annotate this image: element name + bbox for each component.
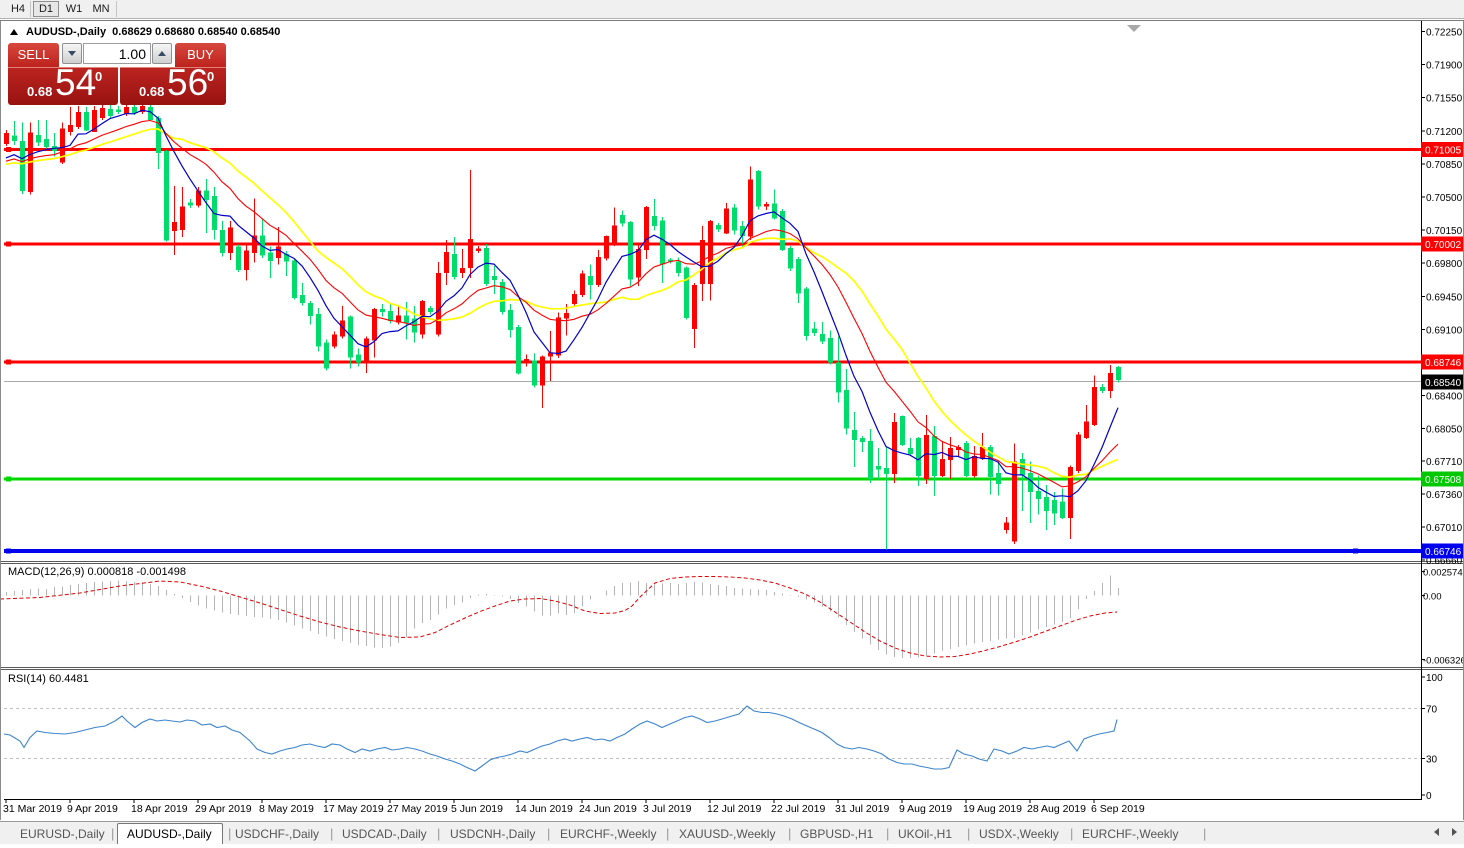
- svg-text:0.71900: 0.71900: [1426, 61, 1463, 72]
- svg-text:MACD(12,26,9) 0.000818 -0.0014: MACD(12,26,9) 0.000818 -0.001498: [8, 566, 186, 578]
- svg-text:0.67710: 0.67710: [1426, 457, 1463, 468]
- svg-text:100: 100: [1426, 673, 1443, 684]
- svg-text:0.67010: 0.67010: [1426, 523, 1463, 534]
- svg-text:17 May 2019: 17 May 2019: [323, 803, 384, 815]
- svg-text:0.00: 0.00: [1423, 592, 1442, 603]
- svg-text:0.66660: 0.66660: [1426, 556, 1463, 567]
- svg-text:5 Jun 2019: 5 Jun 2019: [451, 803, 503, 815]
- svg-text:31 Jul 2019: 31 Jul 2019: [835, 803, 889, 815]
- svg-text:24 Jun 2019: 24 Jun 2019: [579, 803, 637, 815]
- svg-text:30: 30: [1426, 755, 1438, 766]
- svg-text:0.70002: 0.70002: [1425, 240, 1462, 251]
- svg-text:19 Aug 2019: 19 Aug 2019: [963, 803, 1022, 815]
- svg-text:3 Jul 2019: 3 Jul 2019: [643, 803, 692, 815]
- svg-text:0.71005: 0.71005: [1425, 146, 1462, 157]
- svg-text:29 Apr 2019: 29 Apr 2019: [195, 803, 252, 815]
- svg-text:0.70150: 0.70150: [1426, 226, 1463, 237]
- svg-text:28 Aug 2019: 28 Aug 2019: [1027, 803, 1086, 815]
- svg-text:0.002574: 0.002574: [1423, 568, 1463, 579]
- svg-text:27 May 2019: 27 May 2019: [387, 803, 448, 815]
- svg-text:9 Aug 2019: 9 Aug 2019: [899, 803, 952, 815]
- svg-text:12 Jul 2019: 12 Jul 2019: [707, 803, 761, 815]
- svg-text:0.69800: 0.69800: [1426, 259, 1463, 270]
- svg-text:0.69450: 0.69450: [1426, 292, 1463, 303]
- svg-text:22 Jul 2019: 22 Jul 2019: [771, 803, 825, 815]
- svg-text:0.68050: 0.68050: [1426, 425, 1463, 436]
- svg-text:0.72250: 0.72250: [1426, 28, 1463, 39]
- svg-text:-0.006326: -0.006326: [1423, 656, 1464, 667]
- svg-text:0.68400: 0.68400: [1426, 392, 1463, 403]
- svg-text:14 Jun 2019: 14 Jun 2019: [515, 803, 573, 815]
- svg-text:8 May 2019: 8 May 2019: [259, 803, 314, 815]
- svg-text:0.67508: 0.67508: [1425, 475, 1462, 486]
- svg-text:0: 0: [1426, 791, 1432, 802]
- svg-text:0.71550: 0.71550: [1426, 94, 1463, 105]
- svg-text:0.69100: 0.69100: [1426, 325, 1463, 336]
- svg-text:6 Sep 2019: 6 Sep 2019: [1091, 803, 1145, 815]
- svg-text:0.67360: 0.67360: [1426, 490, 1463, 501]
- svg-text:70: 70: [1426, 705, 1438, 716]
- svg-text:0.68540: 0.68540: [1425, 378, 1462, 389]
- svg-text:0.68746: 0.68746: [1425, 358, 1462, 369]
- svg-text:31 Mar 2019: 31 Mar 2019: [3, 803, 62, 815]
- svg-text:RSI(14) 60.4481: RSI(14) 60.4481: [8, 673, 89, 685]
- svg-text:0.66746: 0.66746: [1425, 547, 1462, 558]
- svg-text:0.70500: 0.70500: [1426, 193, 1463, 204]
- svg-text:18 Apr 2019: 18 Apr 2019: [131, 803, 188, 815]
- svg-text:9 Apr 2019: 9 Apr 2019: [67, 803, 118, 815]
- svg-text:0.70850: 0.70850: [1426, 160, 1463, 171]
- svg-text:0.71200: 0.71200: [1426, 127, 1463, 138]
